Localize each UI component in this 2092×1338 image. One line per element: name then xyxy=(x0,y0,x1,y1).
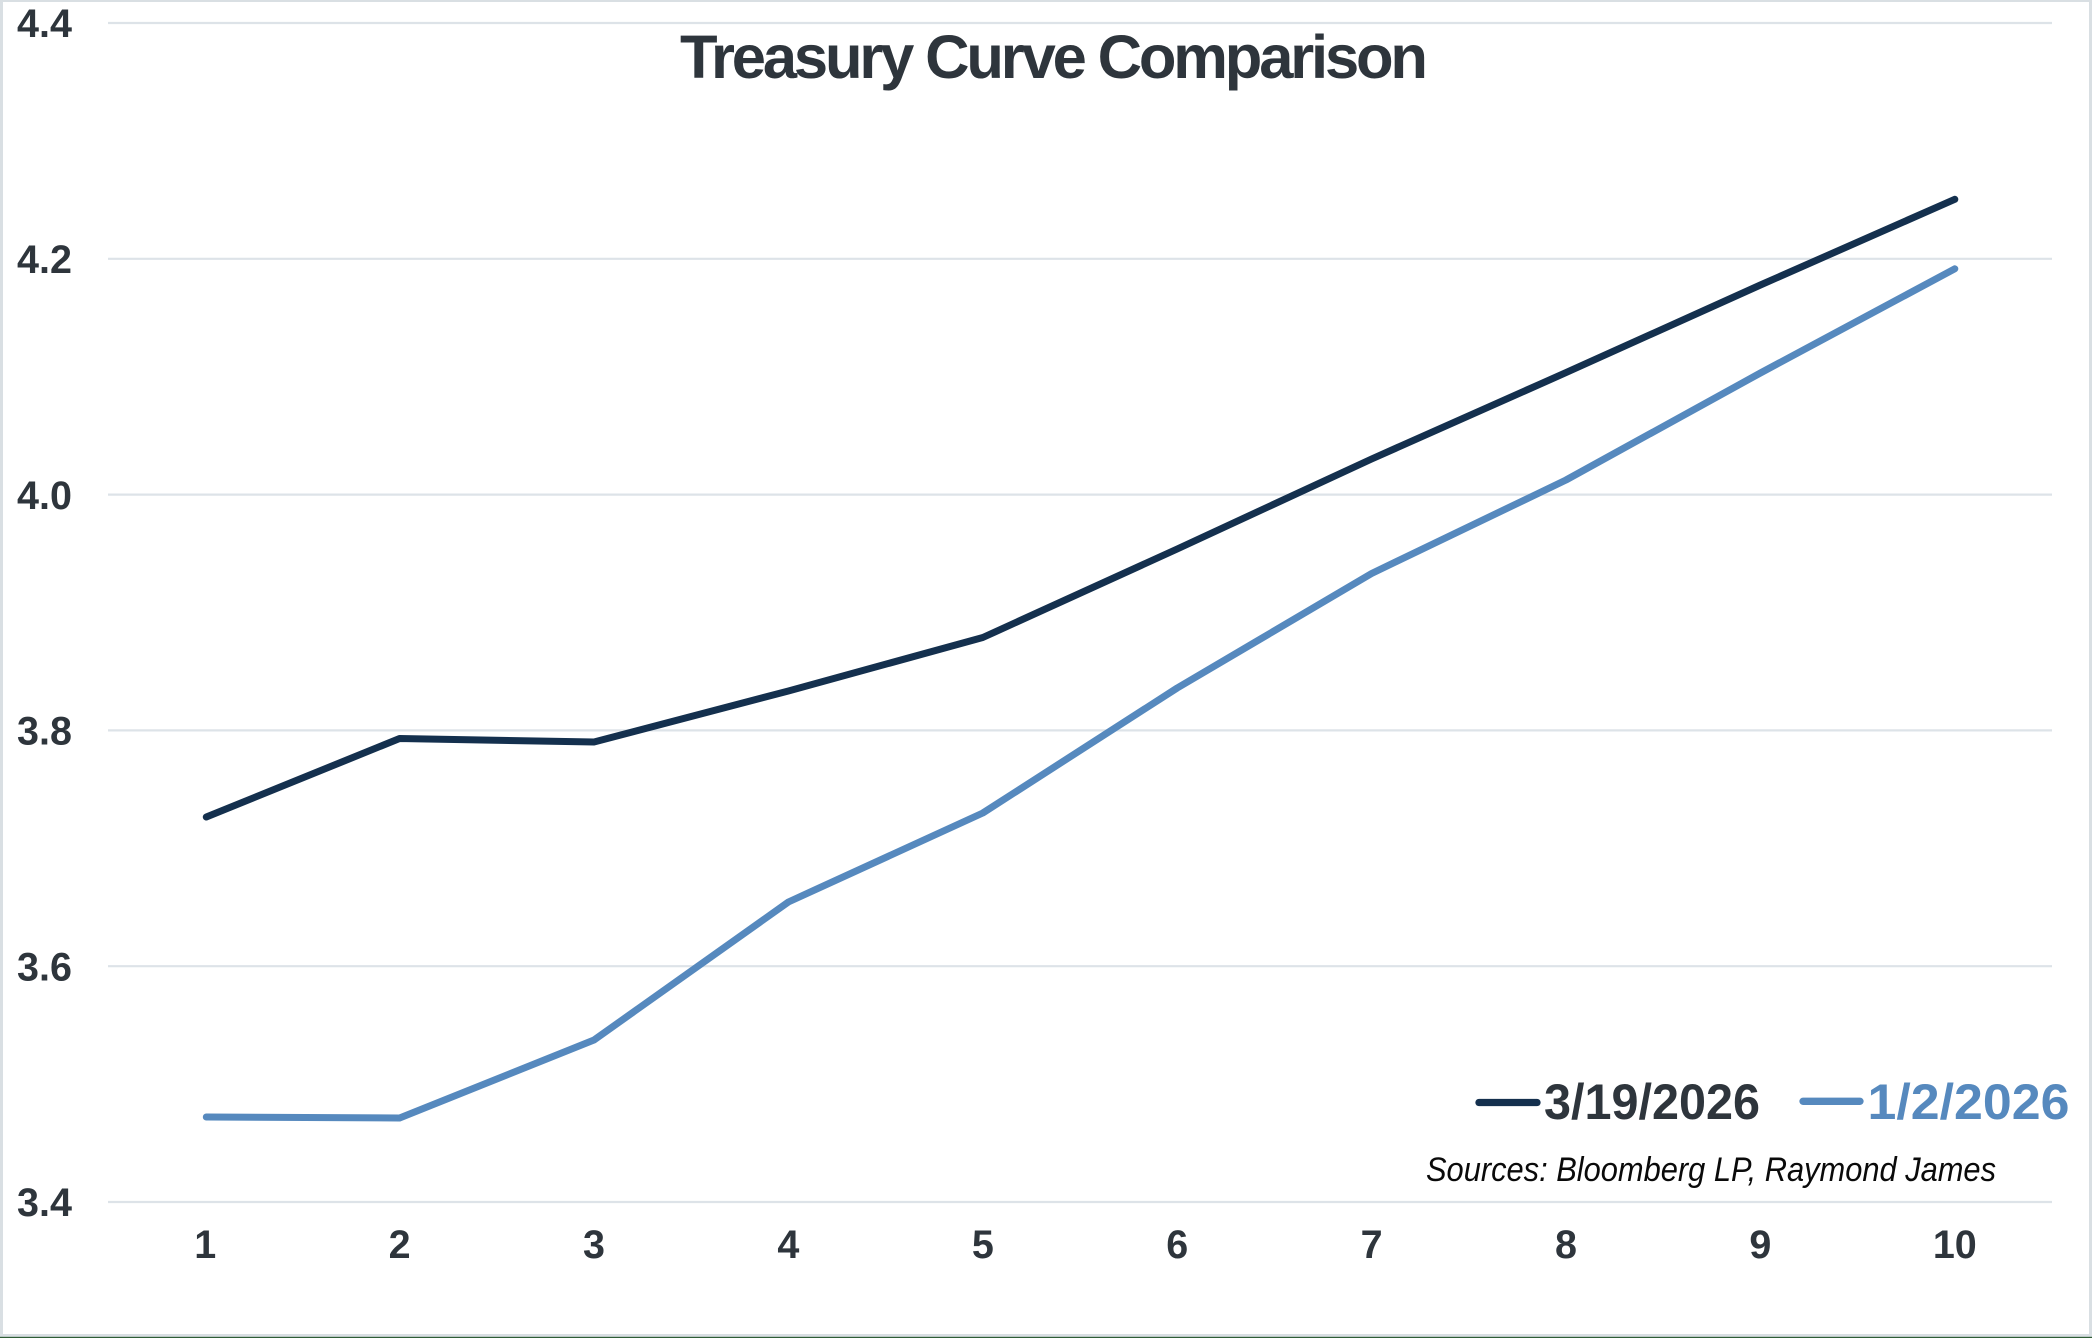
svg-text:3/19/2026: 3/19/2026 xyxy=(1544,1074,1760,1130)
svg-text:1: 1 xyxy=(194,1223,216,1267)
svg-text:4.2: 4.2 xyxy=(17,238,72,282)
svg-text:4.4: 4.4 xyxy=(17,2,72,46)
svg-text:5: 5 xyxy=(972,1223,994,1267)
svg-text:3.8: 3.8 xyxy=(17,710,72,754)
svg-text:1/2/2026: 1/2/2026 xyxy=(1868,1074,2070,1130)
svg-text:9: 9 xyxy=(1749,1223,1771,1267)
svg-text:3.6: 3.6 xyxy=(17,945,72,989)
svg-text:Sources: Bloomberg LP, Raymond: Sources: Bloomberg LP, Raymond James xyxy=(1426,1151,1996,1189)
svg-text:6: 6 xyxy=(1166,1223,1188,1267)
svg-text:4.0: 4.0 xyxy=(17,474,72,518)
svg-text:7: 7 xyxy=(1361,1223,1383,1267)
svg-text:2: 2 xyxy=(389,1223,411,1267)
svg-text:3.4: 3.4 xyxy=(17,1181,72,1225)
svg-text:8: 8 xyxy=(1555,1223,1577,1267)
svg-text:Treasury Curve Comparison: Treasury Curve Comparison xyxy=(680,23,1428,92)
svg-text:4: 4 xyxy=(777,1223,799,1267)
svg-text:10: 10 xyxy=(1933,1223,1977,1267)
svg-text:3: 3 xyxy=(583,1223,605,1267)
